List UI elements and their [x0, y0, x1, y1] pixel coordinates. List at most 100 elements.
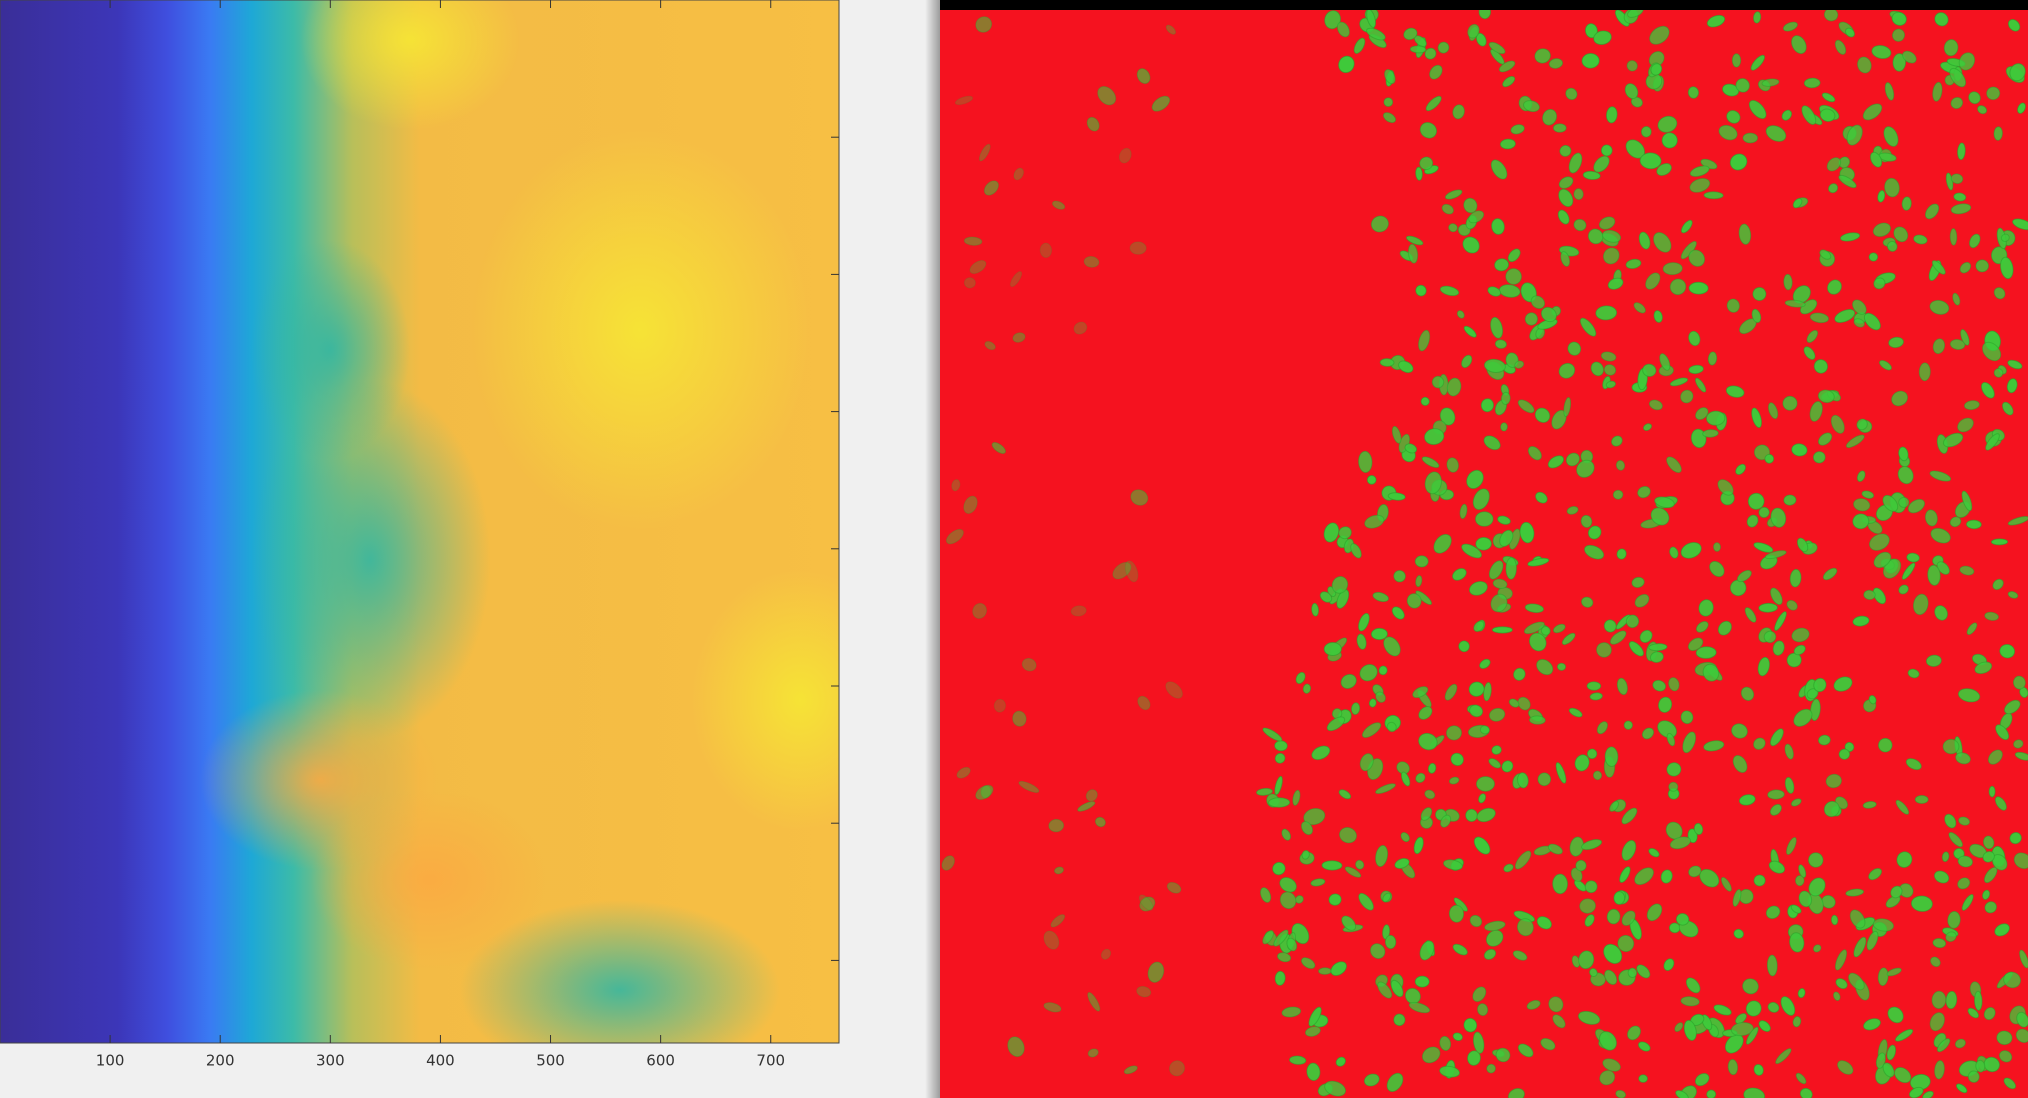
cell — [1012, 710, 1027, 727]
cell — [1931, 260, 1946, 275]
cell — [1830, 414, 1845, 434]
cell — [1657, 115, 1678, 133]
cell — [1324, 1080, 1347, 1097]
cell — [1051, 200, 1066, 210]
cell — [1731, 723, 1748, 739]
cell — [1514, 850, 1532, 870]
cell — [1598, 216, 1616, 230]
cell — [1688, 364, 1704, 375]
cell — [1486, 1063, 1496, 1074]
cell — [1472, 488, 1490, 511]
cell — [1967, 1070, 1980, 1083]
cell — [1318, 967, 1332, 975]
cell — [1491, 218, 1505, 235]
cell — [2015, 1028, 2028, 1043]
cell — [1077, 801, 1096, 812]
cell — [1524, 312, 1539, 326]
cell — [1792, 198, 1803, 209]
cell — [1735, 1012, 1747, 1025]
cell — [1488, 41, 1506, 55]
cell — [1732, 755, 1748, 773]
cell — [1891, 390, 1909, 407]
cell — [1949, 67, 1967, 88]
cell — [1009, 271, 1023, 288]
cell — [1894, 1067, 1912, 1084]
cell — [1552, 623, 1566, 634]
cell — [1834, 39, 1847, 55]
cell — [1363, 1073, 1380, 1087]
cell — [1949, 339, 1966, 350]
cell — [1085, 789, 1098, 802]
cell — [1666, 456, 1682, 474]
cell — [1950, 173, 1964, 185]
cell — [1853, 936, 1867, 958]
cell — [1593, 155, 1610, 173]
cell — [1838, 748, 1851, 760]
cell — [1660, 869, 1673, 884]
cell — [1473, 620, 1485, 632]
cell — [1136, 985, 1152, 998]
cell — [1809, 400, 1823, 422]
cell — [1958, 52, 1976, 71]
cell — [1761, 78, 1780, 87]
cell — [1070, 605, 1087, 617]
cell — [1669, 836, 1692, 850]
cell — [1974, 661, 1993, 675]
cell — [1886, 967, 1902, 977]
cell — [1706, 410, 1726, 426]
cell — [1386, 721, 1397, 733]
cell — [1638, 231, 1651, 250]
cell — [1274, 970, 1286, 986]
cell — [1751, 407, 1763, 429]
cell — [1695, 621, 1709, 633]
cell — [1576, 459, 1595, 478]
cell — [1791, 35, 1807, 55]
cell — [1801, 105, 1817, 125]
cell — [1848, 972, 1865, 991]
cell — [2007, 591, 2019, 599]
x-tick-label: 600 — [646, 1052, 675, 1070]
cell — [1400, 832, 1410, 843]
cell — [1958, 816, 1971, 826]
cell — [1852, 615, 1870, 627]
cell — [1461, 354, 1473, 369]
cell — [1043, 930, 1060, 950]
cell — [1817, 389, 1835, 404]
cell — [1475, 536, 1492, 551]
cell — [1999, 643, 2016, 659]
cell — [1301, 957, 1316, 970]
cell — [1624, 83, 1639, 100]
cell — [1630, 96, 1643, 108]
cell — [1507, 248, 1521, 263]
cell — [1444, 683, 1458, 701]
cell — [1418, 732, 1438, 751]
cell — [1452, 943, 1468, 956]
cell — [1499, 138, 1516, 150]
cell — [975, 16, 993, 33]
cell — [1495, 1047, 1511, 1063]
cell — [1530, 295, 1546, 310]
cell — [1400, 771, 1411, 787]
cell — [1370, 627, 1388, 641]
cell — [956, 766, 971, 779]
cell — [1605, 380, 1617, 389]
cell — [983, 180, 999, 196]
cell — [1469, 704, 1484, 718]
cell — [1812, 451, 1826, 464]
cell — [1688, 865, 1702, 878]
cell — [1993, 126, 2003, 141]
cell — [1494, 258, 1510, 272]
cell — [1950, 203, 1972, 215]
cell — [1390, 979, 1404, 998]
cell — [1259, 887, 1272, 903]
cell — [1689, 178, 1711, 193]
cell — [2014, 751, 2028, 761]
cell — [1336, 21, 1350, 38]
cell — [1393, 1013, 1406, 1027]
cell — [1666, 732, 1676, 747]
cell — [1350, 702, 1361, 715]
cell — [1873, 277, 1886, 290]
cell — [1476, 776, 1495, 792]
cell — [1559, 144, 1572, 157]
